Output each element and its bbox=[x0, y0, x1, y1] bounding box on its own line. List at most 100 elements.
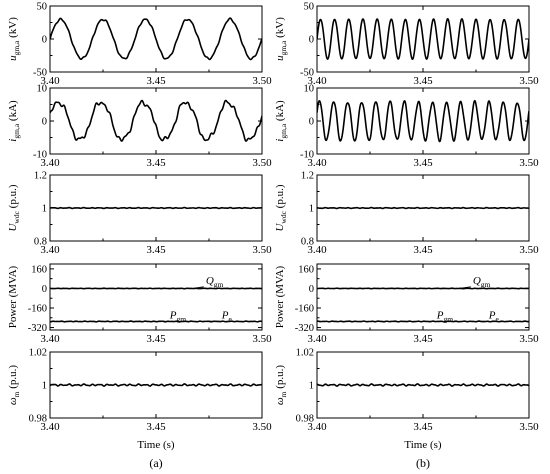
x-tick-label: 3.45 bbox=[146, 157, 166, 169]
y-axis-label: igm,a (kA) bbox=[7, 100, 21, 142]
panel-a1: -50 0 50 3.40 3.45 3.50 ugm,a (kV) bbox=[7, 2, 272, 88]
y-axis-label: ugm,a (kV) bbox=[274, 17, 288, 61]
x-tick-label: 3.50 bbox=[519, 75, 539, 87]
y-tick-label: 0 bbox=[309, 117, 314, 128]
x-tick-label: 3.40 bbox=[307, 333, 327, 345]
series-line bbox=[50, 320, 262, 323]
series-line bbox=[317, 99, 529, 143]
annotation-arrow bbox=[194, 286, 204, 289]
x-tick-label: 3.50 bbox=[519, 333, 539, 345]
x-tick-label: 3.45 bbox=[146, 333, 166, 345]
x-tick-label: 3.50 bbox=[519, 244, 539, 256]
y-axis-label: igm,a (kA) bbox=[274, 100, 288, 142]
annotation-label: Qgm bbox=[206, 275, 224, 289]
annotation-label: Pe bbox=[221, 309, 233, 323]
y-tick-label: 0 bbox=[42, 35, 47, 46]
y-axis-label: Power (MVA) bbox=[274, 265, 286, 328]
plot-frame bbox=[316, 87, 530, 155]
series-line bbox=[50, 17, 262, 61]
panel-a2: -10 0 10 3.40 3.45 3.50 igm,a (kA) bbox=[7, 84, 272, 170]
y-axis-label: Uwdc (p.u.) bbox=[274, 184, 288, 231]
y-tick-label: 0.98 bbox=[29, 414, 47, 425]
y-tick-label: 0.98 bbox=[296, 414, 314, 425]
y-tick-label: 1 bbox=[42, 204, 47, 215]
y-tick-label: -160 bbox=[295, 304, 314, 315]
y-tick-label: -320 bbox=[295, 323, 314, 334]
panel-b4: -320 -160 0 160 3.40 3.45 3.50 Power (MVA) Qgm Pg… bbox=[274, 263, 539, 345]
panel-a4: -320 -160 0 160 3.40 3.45 3.50 Power (MVA) Qgm Pg… bbox=[7, 263, 272, 345]
panel-a5: 0.98 1 1.02 3.40 3.45 3.50 ωm (p.u.) bbox=[7, 348, 272, 434]
x-tick-label: 3.40 bbox=[307, 157, 327, 169]
y-tick-label: 0 bbox=[42, 284, 47, 295]
y-axis-label: ugm,a (kV) bbox=[7, 17, 21, 61]
y-tick-label: 10 bbox=[37, 84, 48, 95]
x-tick-label: 3.45 bbox=[146, 244, 166, 256]
y-tick-label: 1.2 bbox=[301, 171, 314, 182]
x-tick-label: 3.40 bbox=[307, 421, 327, 433]
y-tick-label: 10 bbox=[304, 84, 315, 95]
annotation-label: Qgm bbox=[473, 275, 491, 289]
y-tick-label: -10 bbox=[33, 150, 47, 161]
annotation-label: Pgm bbox=[436, 309, 453, 323]
y-tick-label: 1.02 bbox=[29, 348, 47, 359]
series-line bbox=[317, 206, 529, 210]
y-tick-label: 160 bbox=[31, 264, 47, 275]
y-axis-label: Uwdc (p.u.) bbox=[7, 184, 21, 231]
x-tick-label: 3.50 bbox=[519, 421, 539, 433]
panel-caption: (a) bbox=[149, 456, 162, 470]
y-tick-label: 1.02 bbox=[296, 348, 314, 359]
annotation-label: Pgm bbox=[169, 309, 186, 323]
y-tick-label: -10 bbox=[300, 150, 314, 161]
y-tick-label: 50 bbox=[304, 2, 315, 13]
y-tick-label: 1 bbox=[309, 381, 314, 392]
x-tick-label: 3.40 bbox=[40, 333, 60, 345]
x-tick-label: 3.45 bbox=[413, 157, 433, 169]
panel-b3: 0.8 1 1.2 3.40 3.45 3.50 Uwdc (p.u.) bbox=[274, 171, 539, 257]
series-line bbox=[317, 320, 529, 323]
y-tick-label: 50 bbox=[37, 2, 48, 13]
x-axis-title: Time (s) bbox=[404, 439, 442, 451]
series-line bbox=[50, 383, 262, 387]
x-axis-title: Time (s) bbox=[137, 439, 175, 451]
y-axis-label: Power (MVA) bbox=[7, 265, 19, 328]
y-tick-label: 0 bbox=[309, 35, 314, 46]
x-tick-label: 3.45 bbox=[413, 75, 433, 87]
x-tick-label: 3.45 bbox=[146, 421, 166, 433]
panel-b5: 0.98 1 1.02 3.40 3.45 3.50 ωm (p.u.) bbox=[274, 348, 539, 434]
x-tick-label: 3.40 bbox=[40, 421, 60, 433]
y-tick-label: 0.8 bbox=[301, 237, 314, 248]
x-tick-label: 3.40 bbox=[40, 75, 60, 87]
x-tick-label: 3.40 bbox=[307, 244, 327, 256]
panel-b2: -10 0 10 3.40 3.45 3.50 igm,a (kA) bbox=[274, 84, 539, 170]
x-tick-label: 3.50 bbox=[252, 157, 272, 169]
plot-frame bbox=[49, 87, 263, 155]
y-tick-label: 0 bbox=[309, 284, 314, 295]
x-tick-label: 3.45 bbox=[146, 75, 166, 87]
x-tick-label: 3.50 bbox=[519, 157, 539, 169]
panel-caption: (b) bbox=[416, 456, 430, 470]
y-tick-label: 1 bbox=[309, 204, 314, 215]
series-line bbox=[317, 18, 529, 60]
x-tick-label: 3.40 bbox=[40, 157, 60, 169]
y-tick-label: -50 bbox=[33, 68, 47, 79]
x-tick-label: 3.45 bbox=[413, 244, 433, 256]
annotation-label: Pe bbox=[488, 309, 500, 323]
x-tick-label: 3.40 bbox=[307, 75, 327, 87]
x-tick-label: 3.45 bbox=[413, 421, 433, 433]
panel-b1: -50 0 50 3.40 3.45 3.50 ugm,a (kV) bbox=[274, 2, 539, 88]
x-tick-label: 3.45 bbox=[413, 333, 433, 345]
y-tick-label: 1 bbox=[42, 381, 47, 392]
series-line bbox=[50, 99, 262, 142]
y-tick-label: 0.8 bbox=[34, 237, 47, 248]
x-tick-label: 3.40 bbox=[40, 244, 60, 256]
y-tick-label: 1.2 bbox=[34, 171, 47, 182]
y-tick-label: -50 bbox=[300, 68, 314, 79]
panel-a3: 0.8 1 1.2 3.40 3.45 3.50 Uwdc (p.u.) bbox=[7, 171, 272, 257]
series-line bbox=[50, 206, 262, 210]
annotation-arrow bbox=[461, 286, 471, 289]
x-tick-label: 3.50 bbox=[252, 421, 272, 433]
y-axis-label: ωm (p.u.) bbox=[7, 365, 21, 406]
y-tick-label: -160 bbox=[28, 304, 47, 315]
x-tick-label: 3.50 bbox=[252, 244, 272, 256]
